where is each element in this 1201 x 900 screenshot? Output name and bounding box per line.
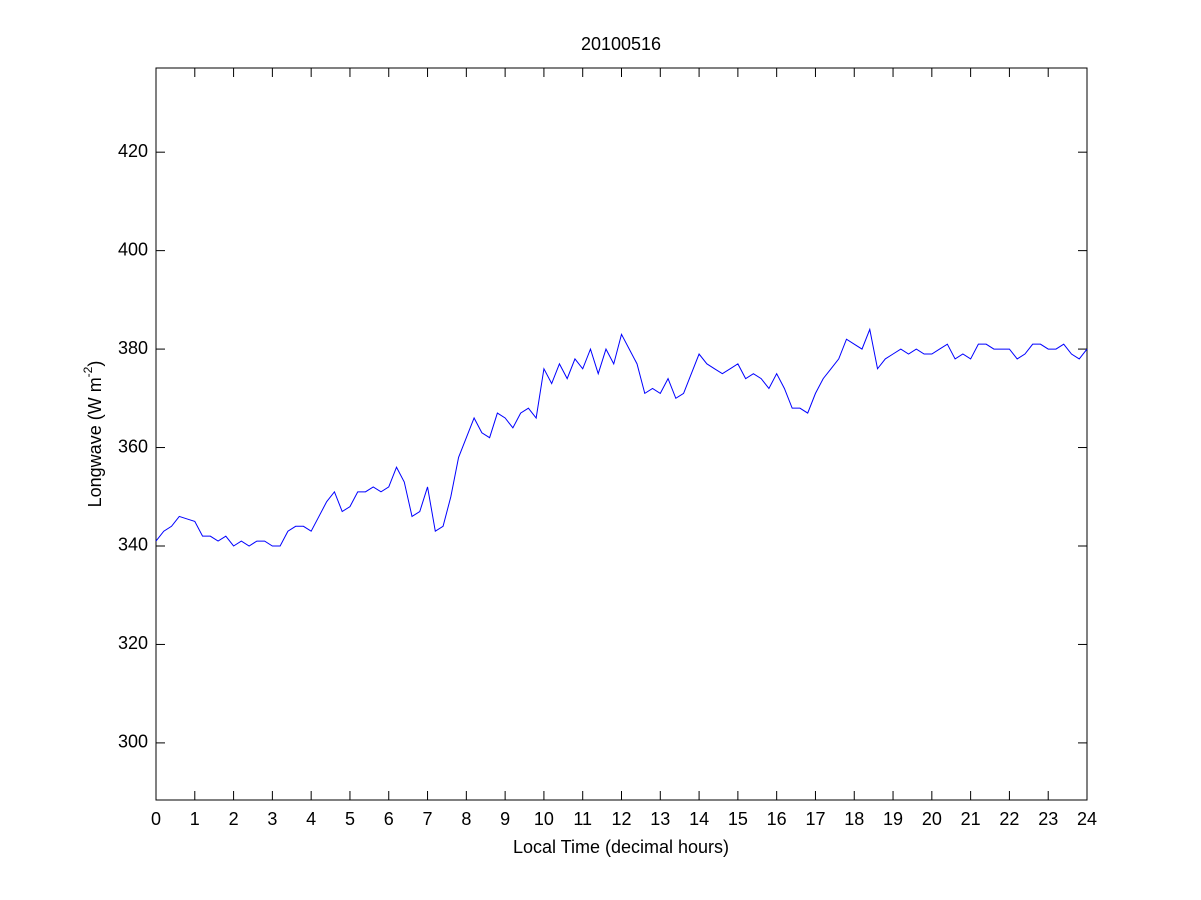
x-tick-label: 10	[534, 809, 554, 829]
x-tick-label: 0	[151, 809, 161, 829]
x-tick-label: 4	[306, 809, 316, 829]
x-tick-label: 2	[229, 809, 239, 829]
x-tick-label: 8	[461, 809, 471, 829]
x-tick-label: 18	[844, 809, 864, 829]
x-tick-label: 24	[1077, 809, 1097, 829]
y-tick-label: 380	[118, 338, 148, 358]
y-label-text: Longwave (W m	[85, 377, 105, 507]
y-tick-label: 340	[118, 535, 148, 555]
y-tick-label: 360	[118, 436, 148, 456]
x-tick-label: 23	[1038, 809, 1058, 829]
x-tick-label: 11	[573, 809, 592, 829]
y-tick-label: 300	[118, 732, 148, 752]
chart-title: 20100516	[581, 34, 661, 54]
x-tick-label: 5	[345, 809, 355, 829]
x-tick-label: 16	[767, 809, 787, 829]
x-tick-label: 3	[267, 809, 277, 829]
x-tick-label: 20	[922, 809, 942, 829]
x-tick-label: 1	[190, 809, 200, 829]
x-tick-label: 13	[650, 809, 670, 829]
x-tick-label: 17	[805, 809, 825, 829]
x-tick-label: 12	[611, 809, 631, 829]
x-tick-label: 14	[689, 809, 709, 829]
x-tick-label: 6	[384, 809, 394, 829]
x-tick-label: 21	[961, 809, 981, 829]
x-tick-label: 15	[728, 809, 748, 829]
y-label-end: )	[85, 361, 105, 367]
y-label-sup: -2	[81, 366, 95, 377]
x-tick-label: 9	[500, 809, 510, 829]
y-axis-label: Longwave (W m-2)	[81, 361, 105, 508]
x-tick-label: 22	[999, 809, 1019, 829]
y-tick-label: 320	[118, 633, 148, 653]
x-tick-label: 7	[423, 809, 433, 829]
x-tick-label: 19	[883, 809, 903, 829]
data-line	[155, 327, 1088, 547]
x-axis-label: Local Time (decimal hours)	[513, 837, 729, 857]
y-tick-label: 420	[118, 141, 148, 161]
y-tick-label: 400	[118, 239, 148, 259]
